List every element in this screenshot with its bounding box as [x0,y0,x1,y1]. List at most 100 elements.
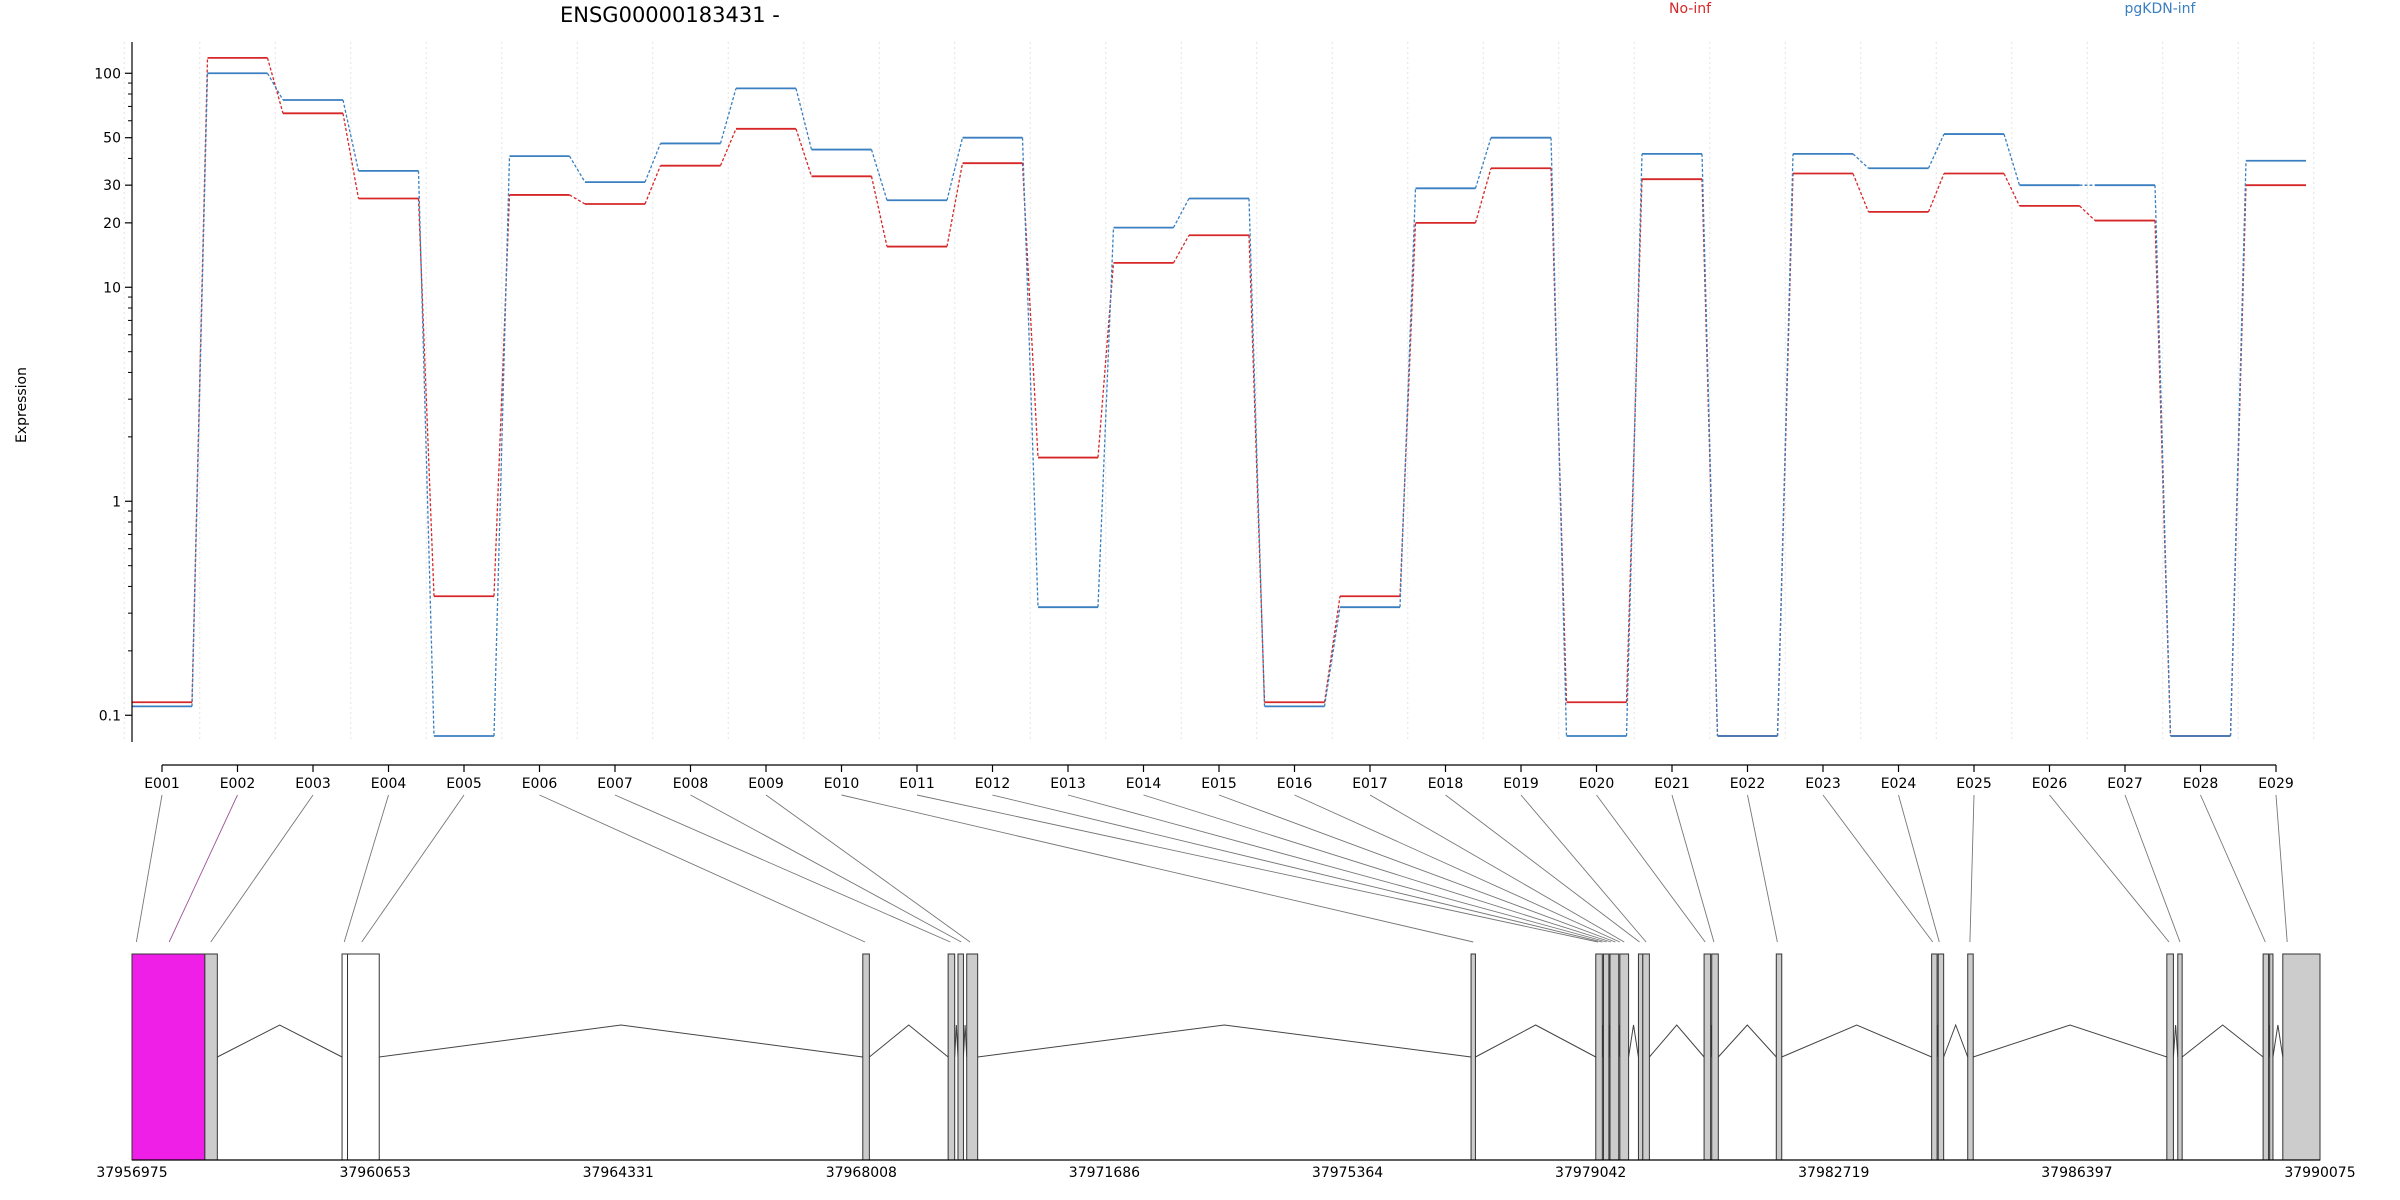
series-connector [1625,153,1643,737]
x-tick-label: E011 [899,776,935,792]
exon [957,953,964,1161]
legend-entry-pgkdn-inf: pgKDN-inf [2125,1,2197,17]
x-tick-label: E007 [597,776,633,792]
y-tick-label: 20 [103,216,121,232]
genomic-coordinate-label: 37986397 [2041,1165,2112,1181]
exon-connector [539,794,866,943]
series-connector [2229,160,2247,737]
series-connector [417,198,435,597]
legend-entry-no-inf: No-inf [1669,1,1712,17]
series-connector [1323,607,1341,707]
plot-axes: 0.1 1 10 20 30 50 100 E001 E002 E003 E004 E005 E006 E… [94,42,2294,792]
x-tick-label: E003 [295,776,331,792]
exon-connector [1671,794,1715,943]
series-connector [870,149,888,201]
intron-line [1628,1024,1639,1058]
series-connector [644,143,662,183]
x-tick-label: E005 [446,776,482,792]
exon [1470,953,1476,1161]
x-tick-label: E006 [522,776,558,792]
exon-connector [135,794,163,943]
series-connector [1021,137,1039,608]
exon-connector-lines [135,794,2288,943]
exon [1619,953,1630,1161]
x-tick-label: E024 [1881,776,1917,792]
exon-connector [168,794,238,943]
series-connector [266,57,284,114]
exon-connector [1369,794,1625,943]
exon [2269,953,2274,1161]
x-tick-label: E009 [748,776,784,792]
series-connector [719,88,737,144]
series-connector [2154,220,2172,737]
intron-line [1648,1024,1705,1058]
exon [1595,953,1603,1161]
genomic-coordinate-label: 37979042 [1555,1165,1626,1181]
exon-connector [1218,794,1616,943]
series-connector [946,163,964,247]
series-no-inf [132,56,2306,737]
series-connector [1927,133,1945,169]
exon-connector [614,794,951,943]
exon [2282,953,2321,1161]
exon [1937,953,1945,1161]
exon [1642,953,1650,1161]
x-tick-label: E019 [1503,776,1539,792]
exon [1602,953,1610,1161]
y-tick-label: 0.1 [99,708,121,724]
series-connector [1776,153,1794,737]
x-tick-label: E016 [1277,776,1313,792]
exon [341,953,349,1161]
exon [2177,953,2183,1161]
intron-line [954,1024,959,1058]
y-tick-label: 100 [94,66,121,82]
series-connector [1172,234,1190,264]
x-tick-label: E010 [824,776,860,792]
x-tick-label: E012 [975,776,1011,792]
exon [1775,953,1783,1161]
intron-line [2172,1024,2179,1058]
exon [1931,953,1938,1161]
x-tick-label: E021 [1654,776,1690,792]
genomic-coordinate-label: 37964331 [583,1165,654,1181]
genomic-coordinate-label: 37982719 [1798,1165,1869,1181]
x-tick-label: E002 [220,776,256,792]
chart-title: ENSG00000183431 - [560,3,780,27]
x-tick-label: E015 [1201,776,1237,792]
exon-connector [1747,794,1778,943]
series-connector [2079,205,2096,222]
x-tick-label: E026 [2032,776,2068,792]
gene-model: 37956975 37960653 37964331 37968008 37971686… [96,953,2356,1181]
exon-connector [765,794,971,943]
intron-line [1475,1024,1597,1058]
series-connector [1474,137,1492,189]
intron-line [1781,1024,1932,1058]
genomic-coordinate-label: 37990075 [2284,1165,2355,1181]
x-tick-label: E004 [371,776,407,792]
exon-connector [1445,794,1640,943]
series-connector [1701,153,1719,737]
x-tick-label: E014 [1126,776,1162,792]
x-tick-label: E025 [1956,776,1992,792]
exon [1637,953,1644,1161]
exon [2262,953,2270,1161]
exon-connector [1596,794,1706,943]
series-connector [1323,596,1341,703]
intron-line [379,1024,863,1058]
intron-line [962,1024,968,1058]
plot-series [132,56,2306,737]
y-tick-label: 30 [103,178,121,194]
x-tick-label: E018 [1428,776,1464,792]
y-tick-label: 10 [103,280,121,296]
exon [347,953,380,1161]
exon [204,953,218,1161]
exon [1703,953,1712,1161]
exon [1967,953,1974,1161]
exon [862,953,870,1161]
x-tick-label: E023 [1805,776,1841,792]
series-connector [946,137,964,201]
series-connector [266,72,284,101]
series-connector [870,176,888,247]
intron-line [1717,1024,1777,1058]
exon [947,953,956,1161]
